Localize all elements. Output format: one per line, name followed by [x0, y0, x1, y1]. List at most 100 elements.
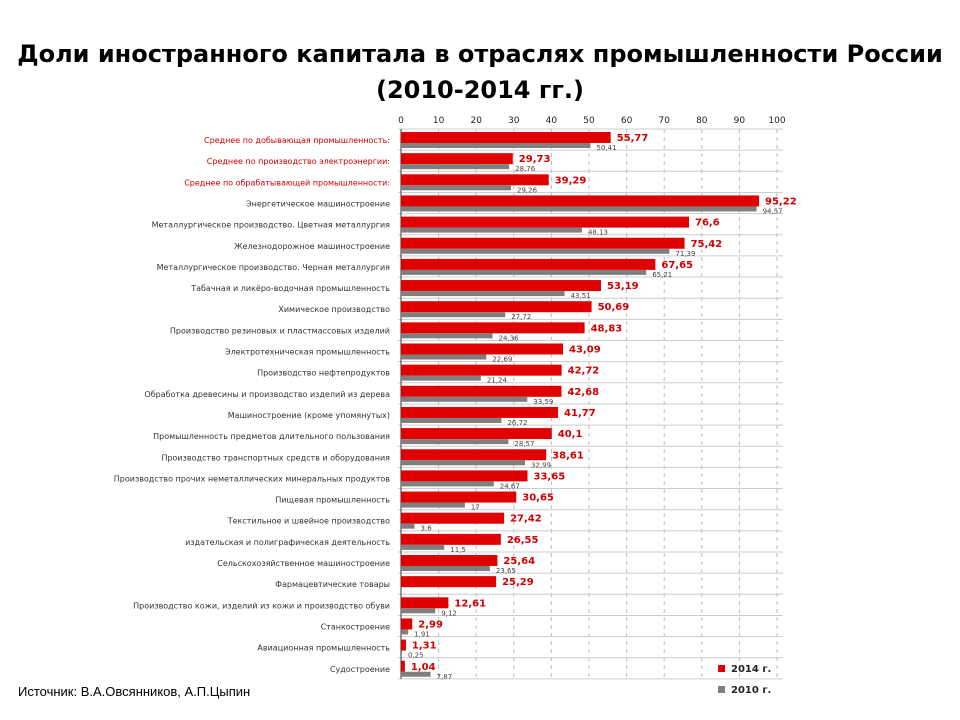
bar-2014 [401, 280, 601, 292]
x-tick-label: 70 [658, 116, 670, 126]
bar-2014 [401, 470, 528, 482]
bar-2010 [401, 248, 670, 254]
data-label-2010: 65,21 [652, 271, 672, 279]
bar-2010 [401, 354, 487, 360]
bar-2010 [401, 629, 409, 635]
data-label-2014: 1,31 [412, 641, 437, 652]
data-label-2010: 32,99 [531, 461, 551, 469]
category-label: Промышленность предметов длительного пол… [153, 432, 390, 441]
data-label-2014: 41,77 [564, 408, 596, 419]
data-label-2010: 7,87 [437, 673, 453, 681]
bar-2014 [401, 428, 552, 440]
bar-2014 [401, 195, 760, 207]
data-label-2010: 71,39 [675, 250, 695, 258]
legend-label-2014: 2014 г. [731, 664, 771, 675]
bar-2010 [401, 227, 582, 233]
data-label-2010: 28,76 [515, 165, 536, 173]
x-tick-label: 100 [768, 116, 785, 126]
category-label: Фармацевтические товары [275, 580, 390, 589]
bar-2010 [401, 375, 481, 381]
data-label-2010: 50,41 [597, 144, 617, 152]
data-label-2014: 67,65 [661, 260, 693, 271]
category-label: Производство резиновых и пластмассовых и… [170, 326, 390, 335]
legend-swatch-2014 [718, 665, 725, 672]
data-label-2014: 76,6 [695, 218, 720, 229]
bar-2014 [401, 597, 449, 609]
data-label-2014: 39,29 [555, 175, 587, 186]
bar-2014 [401, 174, 549, 186]
source-note: Источник: В.А.Овсянников, А.П.Цыпин [18, 684, 251, 699]
x-tick-label: 80 [696, 116, 708, 126]
bar-2014 [401, 555, 498, 566]
bar-2010 [401, 502, 465, 508]
data-label-2014: 25,64 [503, 556, 535, 567]
bar-2010 [401, 608, 436, 614]
data-label-2010: 26,72 [507, 419, 527, 427]
data-label-2014: 27,42 [510, 514, 542, 525]
category-label: Среднее по производство электроэнергии: [207, 157, 390, 166]
category-label: Среднее по обрабатывающей промышленности… [184, 178, 390, 187]
x-tick-label: 50 [583, 116, 595, 126]
legend-label-2010: 2010 г. [731, 685, 771, 696]
bar-2014 [401, 385, 562, 397]
bar-2014 [401, 576, 497, 588]
bar-2010 [401, 417, 502, 423]
category-label: Электротехническая промышленность [225, 348, 390, 357]
bar-2014 [401, 449, 547, 461]
data-label-2014: 50,69 [598, 302, 630, 313]
x-tick-label: 10 [433, 116, 445, 126]
category-label: Энергетическое машиностроение [246, 199, 390, 208]
category-label: Машиностроение (кроме упомянутых) [228, 411, 390, 420]
data-label-2014: 30,65 [522, 493, 554, 504]
bar-2010 [401, 439, 509, 445]
data-label-2010: 23,65 [496, 567, 516, 575]
data-label-2014: 48,83 [591, 323, 623, 334]
data-label-2010: 43,51 [571, 292, 591, 300]
x-tick-label: 60 [621, 116, 633, 126]
x-tick-label: 40 [546, 116, 558, 126]
bar-2010 [401, 312, 506, 318]
data-label-2014: 43,09 [569, 345, 601, 356]
bar-2010 [401, 544, 445, 550]
bar-2014 [401, 153, 513, 165]
data-label-2010: 21,24 [487, 377, 508, 385]
bar-2010 [401, 481, 494, 487]
category-label: издательская и полиграфическая деятельно… [185, 538, 390, 547]
bar-2010 [401, 396, 528, 402]
bar-2014 [401, 343, 564, 355]
data-label-2010: 0,25 [408, 652, 424, 660]
category-label: Табачная и ликёро-водочная промышленност… [190, 284, 390, 293]
data-label-2010: 48,13 [588, 229, 608, 237]
bar-2010 [401, 269, 647, 275]
data-label-2014: 29,73 [519, 154, 551, 165]
category-label: Сельскохозяйственное машиностроение [217, 559, 390, 568]
data-label-2010: 1,91 [414, 630, 430, 638]
bar-2014 [401, 322, 585, 334]
category-label: Пищевая промышленность [275, 496, 390, 505]
bar-2014 [401, 660, 405, 672]
data-label-2010: 33,59 [533, 398, 553, 406]
bar-2014 [401, 258, 656, 270]
data-label-2010: 24,36 [499, 334, 520, 342]
bar-2014 [401, 406, 559, 418]
data-label-2014: 26,55 [507, 535, 539, 546]
data-label-2010: 17 [471, 504, 480, 512]
data-label-2010: 9,12 [441, 609, 457, 617]
bar-2014 [401, 533, 501, 545]
data-label-2010: 11,5 [450, 546, 466, 554]
category-label: Металлургическое производство. Цветная м… [152, 221, 391, 230]
bar-2010 [401, 206, 757, 212]
category-label: Производство нефтепродуктов [257, 369, 390, 378]
data-label-2014: 25,29 [502, 577, 534, 588]
data-label-2014: 75,42 [691, 239, 723, 250]
bar-2010 [401, 164, 510, 170]
category-label: Производство транспортных средств и обор… [161, 453, 390, 462]
category-label: Производство прочих неметаллических мине… [114, 474, 391, 483]
category-label: Среднее по добывающая промышленность: [204, 136, 390, 145]
data-label-2014: 12,61 [454, 598, 486, 609]
category-label: Производство кожи, изделий из кожи и про… [133, 601, 390, 610]
bar-2014 [401, 364, 562, 376]
bar-2014 [401, 301, 592, 313]
category-label: Станкостроение [321, 622, 390, 631]
